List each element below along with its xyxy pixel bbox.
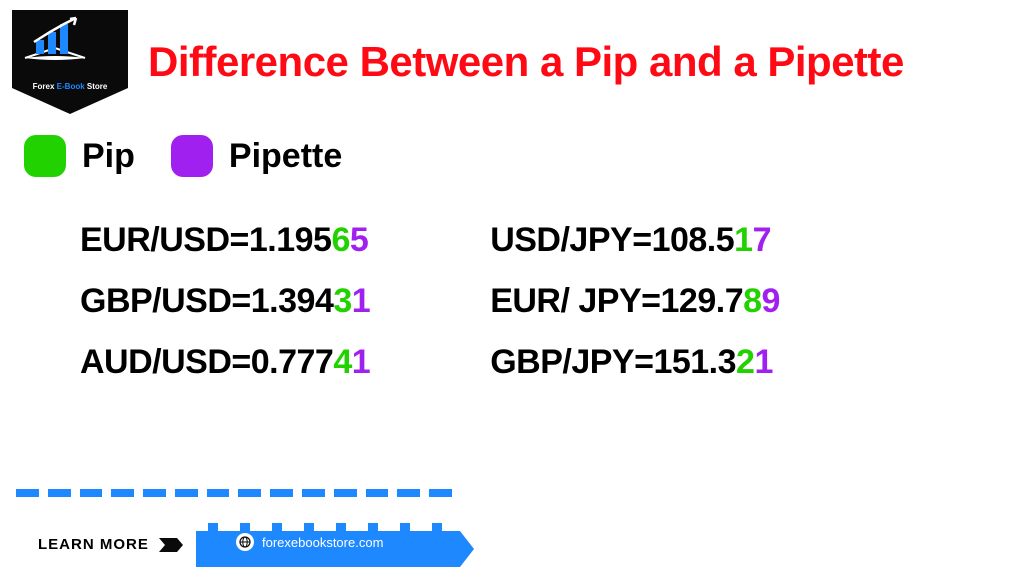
pair-label: EUR/USD= <box>80 221 249 259</box>
dash-segment <box>207 489 230 497</box>
pair-row: AUD/USD=0.77741 <box>80 343 370 382</box>
pipette-digit: 1 <box>352 343 370 381</box>
pairs-column-left: EUR/USD=1.19565GBP/USD=1.39431AUD/USD=0.… <box>80 221 370 382</box>
dash-segment <box>429 489 452 497</box>
legend: Pip Pipette <box>0 115 1024 177</box>
pair-row: EUR/USD=1.19565 <box>80 221 370 260</box>
pair-label: EUR/ JPY= <box>490 282 660 320</box>
pip-digit: 8 <box>743 282 761 320</box>
learn-more-button[interactable]: LEARN MORE <box>38 536 183 553</box>
pip-digit: 4 <box>333 343 351 381</box>
dash-segment <box>366 489 389 497</box>
logo-chart-icon <box>20 16 120 84</box>
pip-digit: 6 <box>331 221 349 259</box>
pipette-label: Pipette <box>229 137 342 176</box>
url-text: forexebookstore.com <box>262 535 383 550</box>
pairs-column-right: USD/JPY=108.517EUR/ JPY=129.789GBP/JPY=1… <box>490 221 780 382</box>
dash-segment <box>16 489 39 497</box>
pipette-digit: 9 <box>762 282 780 320</box>
pair-label: GBP/USD= <box>80 282 251 320</box>
learn-more-label: LEARN MORE <box>38 536 149 553</box>
pipette-digit: 5 <box>350 221 368 259</box>
pair-base: 1.394 <box>251 282 334 320</box>
pair-label: GBP/JPY= <box>490 343 653 381</box>
dash-segment <box>397 489 420 497</box>
pair-row: GBP/JPY=151.321 <box>490 343 780 382</box>
arrow-right-icon <box>159 538 183 552</box>
page-title: Difference Between a Pip and a Pipette <box>148 10 904 86</box>
dash-segment <box>238 489 261 497</box>
pipette-digit: 1 <box>352 282 370 320</box>
dash-segment <box>48 489 71 497</box>
pipette-digit: 1 <box>754 343 772 381</box>
pair-label: AUD/USD= <box>80 343 251 381</box>
pipette-swatch <box>171 135 213 177</box>
dash-segment <box>270 489 293 497</box>
pip-digit: 2 <box>736 343 754 381</box>
pip-digit: 1 <box>734 221 752 259</box>
pip-swatch <box>24 135 66 177</box>
pair-base: 0.777 <box>251 343 334 381</box>
pair-row: EUR/ JPY=129.789 <box>490 282 780 321</box>
dashed-divider <box>16 489 452 497</box>
dash-segment <box>111 489 134 497</box>
pair-base: 129.7 <box>661 282 744 320</box>
dash-segment <box>334 489 357 497</box>
logo-badge: Forex E-Book Store <box>12 10 128 115</box>
pair-base: 108.5 <box>652 221 735 259</box>
dash-segment <box>80 489 103 497</box>
pair-base: 151.3 <box>653 343 736 381</box>
pair-base: 1.195 <box>249 221 332 259</box>
globe-icon <box>236 533 254 551</box>
pair-label: USD/JPY= <box>490 221 651 259</box>
pip-digit: 3 <box>333 282 351 320</box>
pair-row: GBP/USD=1.39431 <box>80 282 370 321</box>
pip-label: Pip <box>82 137 135 176</box>
website-link[interactable]: forexebookstore.com <box>236 533 383 551</box>
dash-segment <box>302 489 325 497</box>
pipette-digit: 7 <box>753 221 771 259</box>
logo-text: Forex E-Book Store <box>12 82 128 91</box>
dash-segment <box>143 489 166 497</box>
pair-row: USD/JPY=108.517 <box>490 221 780 260</box>
dash-segment <box>175 489 198 497</box>
